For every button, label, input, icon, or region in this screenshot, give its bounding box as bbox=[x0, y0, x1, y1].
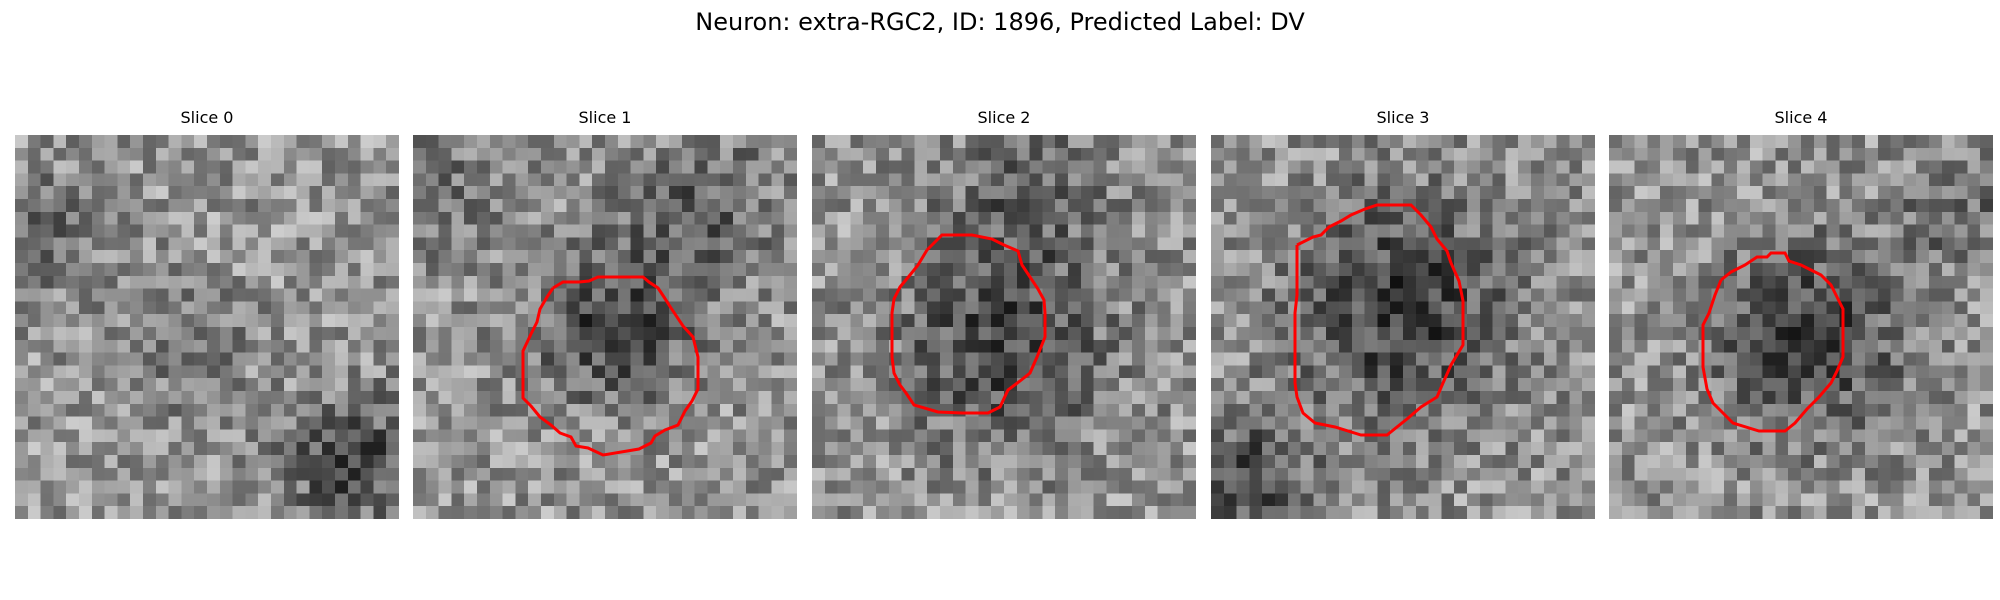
slice-title: Slice 0 bbox=[180, 108, 234, 127]
slice-panel-0: Slice 0 bbox=[15, 108, 399, 519]
slice-panel-4: Slice 4 bbox=[1609, 108, 1993, 519]
slice-panel-3: Slice 3 bbox=[1211, 108, 1595, 519]
grayscale-image bbox=[1609, 135, 1993, 519]
grayscale-image bbox=[15, 135, 399, 519]
slice-image bbox=[413, 135, 797, 519]
slice-image bbox=[15, 135, 399, 519]
slice-title: Slice 2 bbox=[977, 108, 1031, 127]
slice-panel-1: Slice 1 bbox=[413, 108, 797, 519]
grayscale-image bbox=[1211, 135, 1595, 519]
cell-contour bbox=[890, 233, 1047, 415]
grayscale-image bbox=[812, 135, 1196, 519]
figure-title: Neuron: extra-RGC2, ID: 1896, Predicted … bbox=[695, 8, 1305, 36]
slice-image bbox=[812, 135, 1196, 519]
slice-image bbox=[1609, 135, 1993, 519]
cell-contour bbox=[1293, 203, 1465, 437]
slice-title: Slice 3 bbox=[1376, 108, 1430, 127]
slice-panel-2: Slice 2 bbox=[812, 108, 1196, 519]
slice-title: Slice 1 bbox=[578, 108, 632, 127]
slice-title: Slice 4 bbox=[1774, 108, 1828, 127]
cell-contour bbox=[1701, 251, 1845, 433]
slice-image bbox=[1211, 135, 1595, 519]
cell-contour bbox=[521, 275, 700, 457]
